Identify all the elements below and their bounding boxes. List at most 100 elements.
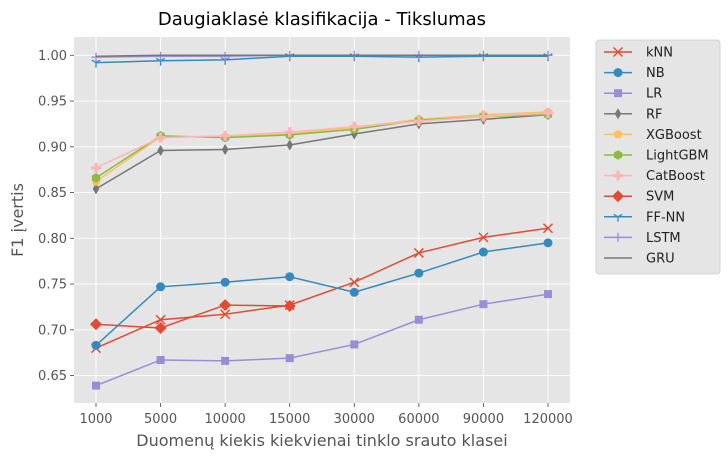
series-line-knn: [95, 227, 549, 349]
legend-item-knn: kNN: [604, 46, 673, 61]
data-point-catboost: [413, 116, 424, 127]
data-point-catboost: [91, 162, 101, 173]
y-tick-label: 0.70: [38, 323, 67, 338]
data-point-nb: [156, 282, 166, 292]
y-axis-ticks: 0.65 0.70 0.75 0.80 0.85 0.90 0.95 1.00: [38, 49, 74, 384]
data-point-nb: [478, 247, 488, 257]
legend-box: [595, 39, 721, 275]
data-point-lightgbm: [91, 173, 101, 183]
series-lr: [92, 290, 552, 390]
legend-label: RF: [646, 107, 663, 122]
legend-marker: [612, 46, 624, 58]
x-axis-ticks: 1000 5000 10000 15000 30000 60000 90000 120000: [79, 403, 573, 427]
data-point-lr: [221, 356, 230, 365]
data-point-nb: [220, 277, 230, 287]
x-tick-label: 60000: [398, 412, 439, 427]
legend-label: LR: [646, 87, 662, 102]
data-point-nb: [349, 287, 359, 297]
legend-marker: [613, 213, 623, 222]
data-point-knn: [413, 247, 424, 258]
legend-marker: [612, 190, 624, 203]
series-line-svm: [95, 304, 290, 329]
data-point-knn: [220, 309, 231, 320]
x-axis-title: Duomenų kiekis kiekvienai tinklo srauto …: [136, 431, 507, 450]
data-point-rf: [221, 144, 229, 156]
series-svm: [90, 299, 296, 334]
data-point-svm: [283, 300, 296, 313]
plot-background: [74, 37, 570, 403]
data-point-nb: [285, 272, 295, 282]
legend-label: SVM: [646, 190, 674, 205]
y-tick-label: 0.90: [38, 140, 67, 155]
data-point-rf: [286, 139, 294, 151]
legend-item-rf: RF: [604, 107, 663, 122]
x-tick-label: 5000: [144, 412, 177, 427]
chart-title: Daugiaklasė klasifikacija - Tikslumas: [158, 9, 486, 30]
data-point-nb: [543, 238, 553, 248]
x-tick-label: 30000: [334, 412, 375, 427]
legend-label: XGBoost: [646, 128, 702, 143]
data-point-catboost: [478, 111, 489, 122]
data-point-lr: [479, 300, 488, 309]
data-point-catboost: [220, 130, 231, 141]
y-tick-label: 0.85: [38, 186, 67, 201]
series-line-rf: [95, 114, 549, 190]
data-point-svm: [90, 318, 102, 331]
data-point-ff-nn: [155, 57, 166, 66]
legend-marker: [614, 89, 622, 98]
series-line-gru: [95, 54, 548, 57]
data-point-catboost: [543, 107, 554, 118]
data-point-lr: [414, 315, 423, 324]
data-point-catboost: [284, 127, 295, 138]
x-tick-label: 120000: [523, 412, 573, 427]
legend-item-gru: GRU: [604, 252, 675, 267]
legend-label: LSTM: [646, 231, 681, 246]
data-point-lstm: [156, 51, 166, 61]
legend-marker: [613, 170, 624, 181]
legend-label: CatBoost: [646, 169, 705, 184]
y-tick-label: 1.00: [38, 49, 67, 64]
legend-marker: [613, 68, 623, 78]
legend-marker: [613, 150, 623, 160]
legend-item-lstm: LSTM: [604, 231, 681, 246]
data-point-rf: [92, 183, 100, 195]
legend: kNN NB LR RF XGBoost LightGBM CatBoost SVM FF-NN…: [595, 39, 721, 275]
y-axis-title: F1 įvertis: [8, 183, 27, 257]
data-point-lr: [156, 355, 165, 364]
x-tick-label: 15000: [269, 412, 310, 427]
data-point-nb: [414, 268, 424, 278]
data-point-lstm: [91, 52, 101, 62]
data-point-knn: [478, 232, 489, 243]
data-point-nb: [91, 340, 101, 350]
legend-label: LightGBM: [646, 149, 709, 164]
y-tick-label: 0.95: [38, 95, 67, 110]
legend-label: FF-NN: [646, 210, 685, 225]
data-point-lr: [92, 381, 100, 390]
series-gru: [95, 54, 548, 57]
series-catboost: [91, 107, 554, 173]
data-point-knn: [349, 277, 360, 288]
data-point-lr: [285, 354, 294, 363]
y-tick-label: 0.75: [38, 278, 67, 293]
series-nb: [91, 238, 553, 350]
series-line-lr: [95, 293, 549, 387]
legend-item-svm: SVM: [604, 190, 674, 205]
series-line-catboost: [95, 112, 549, 169]
legend-marker: [613, 129, 623, 139]
data-point-ff-nn: [91, 59, 101, 68]
data-point-catboost: [349, 121, 360, 132]
legend-item-catboost: CatBoost: [604, 169, 705, 184]
data-point-catboost: [155, 132, 166, 143]
x-tick-label: 90000: [463, 412, 504, 427]
data-point-lr: [350, 340, 359, 349]
data-point-lr: [544, 290, 552, 299]
y-tick-label: 0.80: [38, 232, 67, 247]
y-tick-label: 0.65: [38, 369, 67, 384]
x-tick-label: 1000: [79, 412, 112, 427]
legend-item-lightgbm: LightGBM: [604, 149, 709, 164]
x-tick-label: 10000: [204, 412, 245, 427]
legend-item-xgboost: XGBoost: [604, 128, 702, 143]
series-line-nb: [95, 242, 549, 346]
data-point-svm: [219, 299, 232, 312]
